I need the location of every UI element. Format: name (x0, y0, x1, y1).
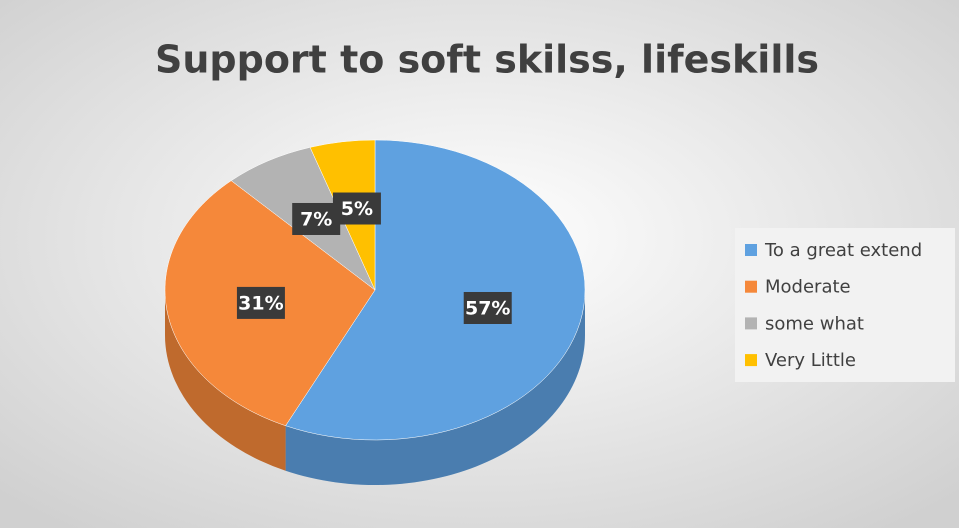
slice-side (285, 290, 585, 486)
legend-label: To a great extend (764, 240, 922, 261)
data-label-box (463, 291, 512, 324)
slice-side (165, 290, 286, 471)
data-label: 31% (238, 292, 283, 314)
data-label-box (332, 192, 381, 225)
legend-label: Moderate (765, 277, 851, 298)
legend-box (735, 228, 955, 382)
legend-swatch (745, 354, 757, 367)
data-label: 7% (300, 208, 332, 230)
data-label-box (292, 202, 341, 235)
legend-label: Very Little (765, 350, 856, 371)
legend-swatch (745, 244, 757, 256)
chart-title: Support to soft skilss, lifeskills (155, 38, 819, 82)
data-label: 5% (341, 198, 373, 220)
slice-side-shade (285, 290, 585, 486)
slice (285, 139, 586, 441)
legend-label: some what (765, 313, 864, 334)
slice-side-shade (165, 290, 286, 471)
data-label-box (236, 286, 285, 319)
legend-swatch (745, 280, 757, 293)
legend-swatch (745, 317, 757, 330)
data-label: 57% (465, 297, 510, 319)
